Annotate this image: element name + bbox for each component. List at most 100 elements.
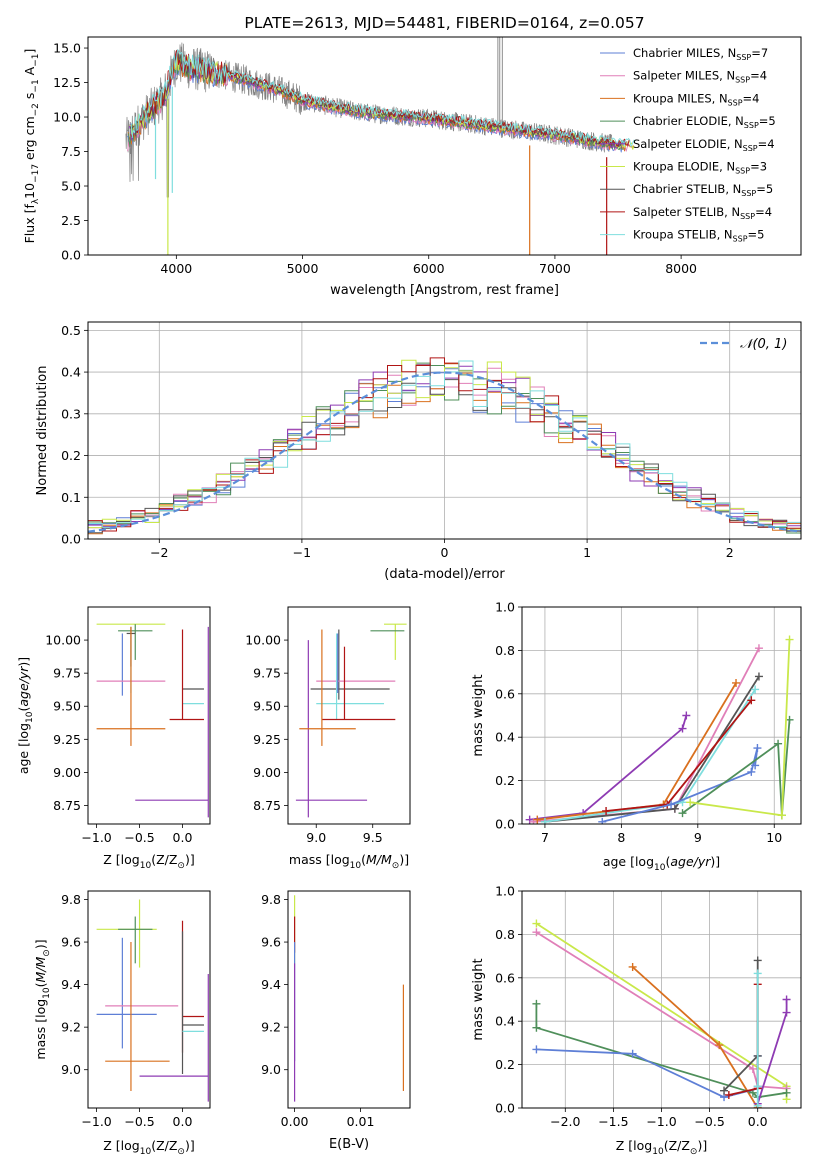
legend-label-text: Kroupa ELODIE, N <box>633 160 735 174</box>
y-tick-label: 0.0 <box>495 1101 515 1116</box>
plot-area <box>88 357 801 535</box>
x-tick-label: −1.0 <box>81 830 111 845</box>
grid <box>522 606 801 825</box>
x-axis-label-part: 10 <box>350 861 362 871</box>
y-tick-label: 0.4 <box>61 365 81 380</box>
legend: 𝒩(0, 1) <box>700 337 787 352</box>
y-tick-label: 10.00 <box>45 633 81 648</box>
y-tick-label: 1.0 <box>495 884 515 899</box>
errorbar-point <box>321 646 396 721</box>
series-line <box>681 719 791 817</box>
x-axis-label-part: )] <box>399 852 409 867</box>
x-axis-label: wavelength [Angstrom, rest frame] <box>330 283 559 298</box>
histogram-salpeter_stelib <box>88 357 801 532</box>
point-marker <box>720 1086 729 1095</box>
legend-label-text: Chabrier MILES, N <box>633 46 736 60</box>
legend-label: Salpeter ELODIE, NSSP=4 <box>633 137 775 153</box>
errorbar-point <box>310 629 390 700</box>
histogram-kroupa_stelib <box>88 360 801 528</box>
x-tick-label: 0 <box>441 545 449 560</box>
y-tick-label: 7.5 <box>61 144 81 159</box>
x-axis-label: age [log10(age/yr)] <box>603 854 720 873</box>
point-marker <box>602 806 611 815</box>
x-tick-label: 8000 <box>665 261 697 276</box>
y-tick-label: 0.3 <box>61 406 81 421</box>
y-tick-label: 12.5 <box>53 75 81 90</box>
x-axis-label: Z [log10(Z/Z⊙)] <box>103 1138 194 1157</box>
legend-label-text: Salpeter ELODIE, N <box>633 137 743 151</box>
axes-frame <box>87 36 802 256</box>
series-chabrier_stelib <box>720 956 762 1095</box>
legend-label-tail: =5 <box>759 114 776 128</box>
y-tick-label: 0.0 <box>61 532 81 547</box>
y-tick-label: 0.6 <box>495 686 515 701</box>
y-axis-label-part: −1 <box>31 54 41 67</box>
y-axis-label: mass [log10(M/M⊙)] <box>33 939 52 1059</box>
y-axis-label-part: ⊙ <box>42 949 52 957</box>
axes: 4000 5000 6000 7000 8000 0.0 2.5 5.0 7.5 10.0 12.5… <box>22 14 802 298</box>
legend-label: Kroupa STELIB, NSSP=5 <box>633 228 764 244</box>
point-marker <box>678 809 687 818</box>
legend-label: Kroupa ELODIE, NSSP=3 <box>633 160 767 176</box>
point-marker <box>682 711 691 720</box>
point-marker <box>754 644 763 653</box>
y-tick-label: 9.2 <box>261 1020 281 1035</box>
x-axis-label-part: ⊙ <box>177 861 185 871</box>
point-marker <box>782 1008 791 1017</box>
point-marker <box>754 672 763 681</box>
legend-label-tail: =4 <box>743 91 760 105</box>
x-tick-label: −1.0 <box>81 1114 111 1129</box>
axes: −1.0 −0.5 0.09.09.29.49.69.8Z [log10(Z/Z⊙)… <box>33 890 211 1157</box>
y-axis-label-part: M/M <box>33 956 48 982</box>
y-tick-label: 0.4 <box>495 1014 515 1029</box>
y-axis-label-part: 10 <box>22 183 37 199</box>
plot-area <box>96 623 209 818</box>
point-marker <box>540 817 549 824</box>
axes-frame <box>287 606 411 825</box>
panel-age-vs-Z: −1.0 −0.5 0.0 8.75 9.00 9.25 9.50 9.75 10.00 Z [l… <box>16 606 211 871</box>
x-tick-label: 0.0 <box>748 1114 768 1129</box>
series-line <box>535 931 787 1090</box>
y-axis-label-part: age/yr <box>16 666 31 707</box>
legend-label: Chabrier STELIB, NSSP=5 <box>633 182 773 198</box>
point-marker <box>732 678 741 687</box>
x-axis-label-part: (Z/Z <box>151 852 177 867</box>
point-marker <box>747 767 756 776</box>
y-axis-label-part: −1 <box>31 79 41 92</box>
x-tick-label: −2 <box>150 545 168 560</box>
y-axis-label-part: ] <box>22 49 37 54</box>
point-marker <box>628 1049 637 1058</box>
x-axis-label-part: M/M <box>366 852 392 867</box>
x-tick-label: −0.5 <box>124 1114 154 1129</box>
point-marker <box>782 995 791 1004</box>
legend-label-sub: SSP <box>740 212 755 221</box>
panel-spectrum: 4000 5000 6000 7000 8000 0.0 2.5 5.0 7.5 10.0 12.5… <box>22 14 802 298</box>
y-axis-label-part: A <box>22 66 37 79</box>
x-axis-label-part: Z [log <box>103 852 139 867</box>
axes-frame <box>287 890 411 1109</box>
x-tick-label: 0.01 <box>347 1114 375 1129</box>
y-axis-label: Flux [fλ10−17 erg cm−2 s−1 A−1] <box>22 49 41 244</box>
legend-label: 𝒩(0, 1) <box>740 337 787 352</box>
point-marker <box>751 685 760 694</box>
axes-frame <box>521 606 802 825</box>
legend-label-tail: =4 <box>758 137 775 151</box>
point-marker <box>532 928 541 937</box>
x-axis-label-part: ⊙ <box>690 1147 698 1157</box>
x-tick-label: 4000 <box>160 261 192 276</box>
series-kroupa_elodie <box>686 635 794 820</box>
errorbar-point <box>118 916 153 964</box>
series-salpeter_miles <box>532 928 791 1093</box>
legend-label-sub: SSP <box>744 121 759 130</box>
x-tick-label: 1 <box>583 545 591 560</box>
x-tick-label: −0.5 <box>124 830 154 845</box>
x-axis-label: Z [log10(Z/Z⊙)] <box>103 852 194 871</box>
point-marker <box>670 804 679 813</box>
x-tick-label: 0.0 <box>173 830 193 845</box>
y-tick-label: 10.0 <box>53 110 81 125</box>
x-axis-label-part: Z [log <box>103 1138 139 1153</box>
y-axis-label: age [log10(age/yr)] <box>16 657 35 774</box>
legend-label-sub: SSP <box>743 144 758 153</box>
